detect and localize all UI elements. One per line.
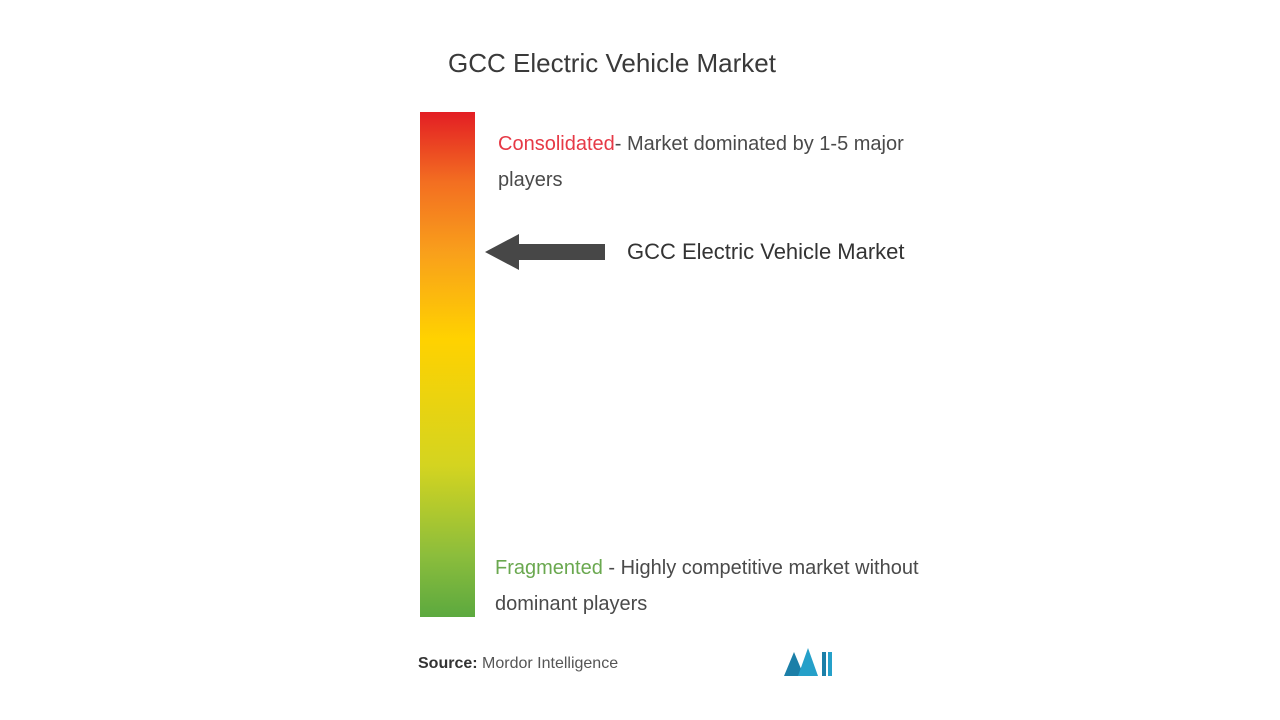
fragmented-keyword: Fragmented <box>495 557 603 579</box>
source-label: Source: <box>418 655 478 672</box>
marker-label: GCC Electric Vehicle Market <box>627 239 905 265</box>
chart-title: GCC Electric Vehicle Market <box>448 48 776 79</box>
mordor-logo-icon <box>784 648 832 676</box>
market-position-marker: GCC Electric Vehicle Market <box>485 230 905 274</box>
source-value: Mordor Intelligence <box>482 655 618 672</box>
arrow-left-icon <box>485 230 605 274</box>
concentration-gradient-bar <box>420 112 475 617</box>
fragmented-label: Fragmented - Highly competitive market w… <box>495 550 965 622</box>
consolidated-label: Consolidated- Market dominated by 1-5 ma… <box>498 126 958 198</box>
source-attribution: Source: Mordor Intelligence <box>418 655 618 673</box>
consolidated-keyword: Consolidated <box>498 133 615 155</box>
